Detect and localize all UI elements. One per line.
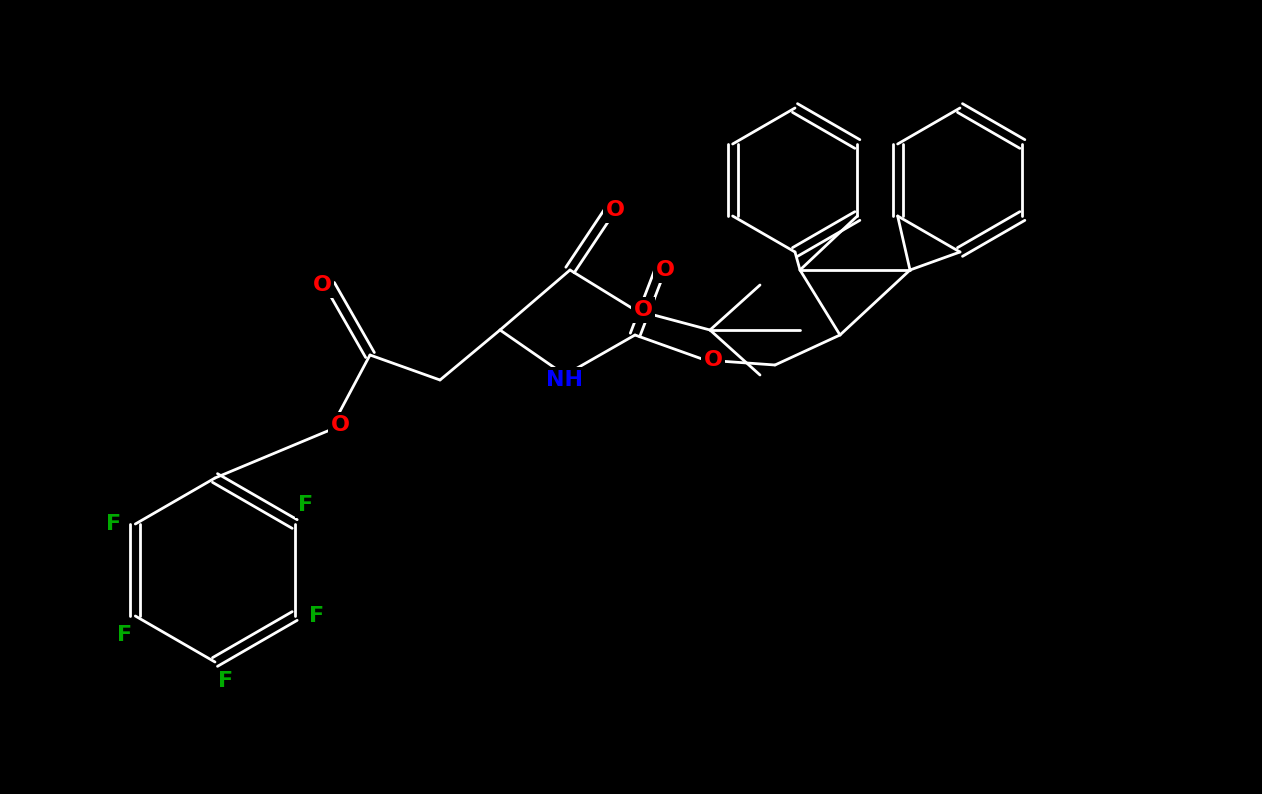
Text: O: O xyxy=(634,300,652,320)
Text: O: O xyxy=(703,350,723,370)
Text: O: O xyxy=(331,415,350,435)
Text: O: O xyxy=(313,275,332,295)
Text: F: F xyxy=(298,495,313,515)
Text: F: F xyxy=(218,671,233,691)
Text: O: O xyxy=(606,200,625,220)
Text: F: F xyxy=(309,606,324,626)
Text: NH: NH xyxy=(546,370,583,390)
Text: O: O xyxy=(655,260,674,280)
Text: F: F xyxy=(117,625,133,645)
Text: F: F xyxy=(106,514,121,534)
